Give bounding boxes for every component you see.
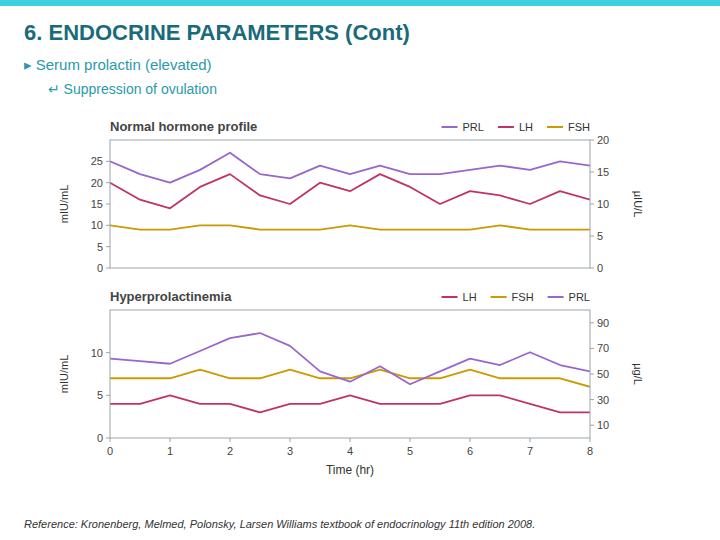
y-tick-label: 0 (97, 262, 103, 274)
y-tick-label: 10 (91, 219, 103, 231)
y-tick (106, 246, 110, 247)
x-tick (590, 438, 591, 442)
y2-tick (590, 236, 594, 237)
y-tick (106, 268, 110, 269)
x-tick-label: 0 (107, 445, 113, 457)
y-tick-label: 5 (97, 389, 103, 401)
y-tick (106, 161, 110, 162)
x-tick-label: 1 (167, 445, 173, 457)
x-tick-label: 3 (287, 445, 293, 457)
y-tick-label: 15 (91, 198, 103, 210)
y2-tick-label: 10 (597, 419, 609, 431)
y-tick (106, 438, 110, 439)
y-axis-label: mIU/mL (58, 185, 70, 224)
y2-tick-label: 10 (597, 198, 609, 210)
x-tick (290, 438, 291, 442)
plot-area (110, 140, 590, 268)
y2-tick (590, 140, 594, 141)
annotation: Reference: Kronenberg, Melmed, Polonsky,… (24, 518, 535, 530)
legend: FSH LH PRL (442, 121, 591, 133)
x-axis-label: Time (hr) (326, 463, 374, 477)
legend: PRL FSH LH (442, 291, 590, 303)
y2-axis-label: µg/L (632, 363, 644, 385)
series-line (110, 395, 590, 412)
chart: 0 5 10 10 30 50 70 90 0 1 2 3 4 5 6 7 8 mIU/mL µg/L Time (h… (58, 289, 644, 477)
x-tick-label: 5 (407, 445, 413, 457)
y-tick-label: 20 (91, 177, 103, 189)
y-tick (106, 352, 110, 353)
y2-tick-label: 20 (597, 134, 609, 146)
series-line (110, 153, 590, 183)
chart-title: Normal hormone profile (110, 119, 257, 134)
series-line (110, 370, 590, 387)
y-tick (106, 204, 110, 205)
series-line (110, 225, 590, 229)
y2-tick (590, 268, 594, 269)
plot-frame (110, 310, 590, 438)
annotation: ▸ Serum prolactin (elevated) (24, 56, 212, 73)
y2-tick (590, 374, 594, 375)
legend-swatch (548, 296, 564, 298)
y-tick (106, 182, 110, 183)
legend-label: LH (463, 291, 477, 303)
legend-label: FSH (512, 291, 534, 303)
x-tick (410, 438, 411, 442)
series-line (110, 333, 590, 384)
y-tick-label: 10 (91, 347, 103, 359)
y-tick-label: 25 (91, 155, 103, 167)
legend-swatch (491, 296, 507, 298)
legend-swatch (442, 126, 458, 128)
plot-area (110, 310, 590, 438)
y2-tick (590, 348, 594, 349)
x-tick-label: 7 (527, 445, 533, 457)
y2-tick (590, 425, 594, 426)
y-tick-label: 0 (97, 432, 103, 444)
y-tick-label: 5 (97, 241, 103, 253)
page-title: 6. ENDOCRINE PARAMETERS (Cont) (24, 20, 410, 45)
y2-tick-label: 5 (597, 230, 603, 242)
x-tick (470, 438, 471, 442)
series-line (110, 174, 590, 208)
x-tick (230, 438, 231, 442)
y2-tick (590, 322, 594, 323)
chart-title: Hyperprolactinemia (110, 289, 232, 304)
y-tick (106, 225, 110, 226)
y2-axis-label: µIU/L (632, 191, 644, 218)
x-tick (350, 438, 351, 442)
x-tick-label: 8 (587, 445, 593, 457)
y2-tick (590, 172, 594, 173)
y-axis-label: mIU/mL (58, 355, 70, 394)
x-tick (170, 438, 171, 442)
x-tick-label: 6 (467, 445, 473, 457)
y2-tick (590, 204, 594, 205)
y-tick (106, 395, 110, 396)
legend-label: LH (519, 121, 533, 133)
chart: 0 5 10 15 20 25 0 5 10 15 20 mIU/mL µIU/L Normal horm… (58, 119, 644, 274)
legend-label: FSH (568, 121, 590, 133)
legend-swatch (547, 126, 563, 128)
chart-page: 6. ENDOCRINE PARAMETERS (Cont) ▸ Serum pr… (0, 0, 720, 540)
legend-swatch (498, 126, 514, 128)
background (0, 0, 720, 540)
legend-label: PRL (463, 121, 484, 133)
header-accent (0, 0, 720, 6)
annotation: ↵ Suppression of ovulation (48, 81, 217, 97)
y2-tick-label: 70 (597, 342, 609, 354)
x-tick-label: 2 (227, 445, 233, 457)
series-group (110, 333, 590, 412)
y2-tick-label: 0 (597, 262, 603, 274)
series-group (110, 153, 590, 230)
y2-tick-label: 15 (597, 166, 609, 178)
x-tick-label: 4 (347, 445, 353, 457)
x-tick (530, 438, 531, 442)
plot-frame (110, 140, 590, 268)
legend-label: PRL (569, 291, 590, 303)
y2-tick-label: 90 (597, 317, 609, 329)
y2-tick-label: 30 (597, 394, 609, 406)
y2-tick-label: 50 (597, 368, 609, 380)
legend-swatch (442, 296, 458, 298)
x-tick (110, 438, 111, 442)
y2-tick (590, 399, 594, 400)
